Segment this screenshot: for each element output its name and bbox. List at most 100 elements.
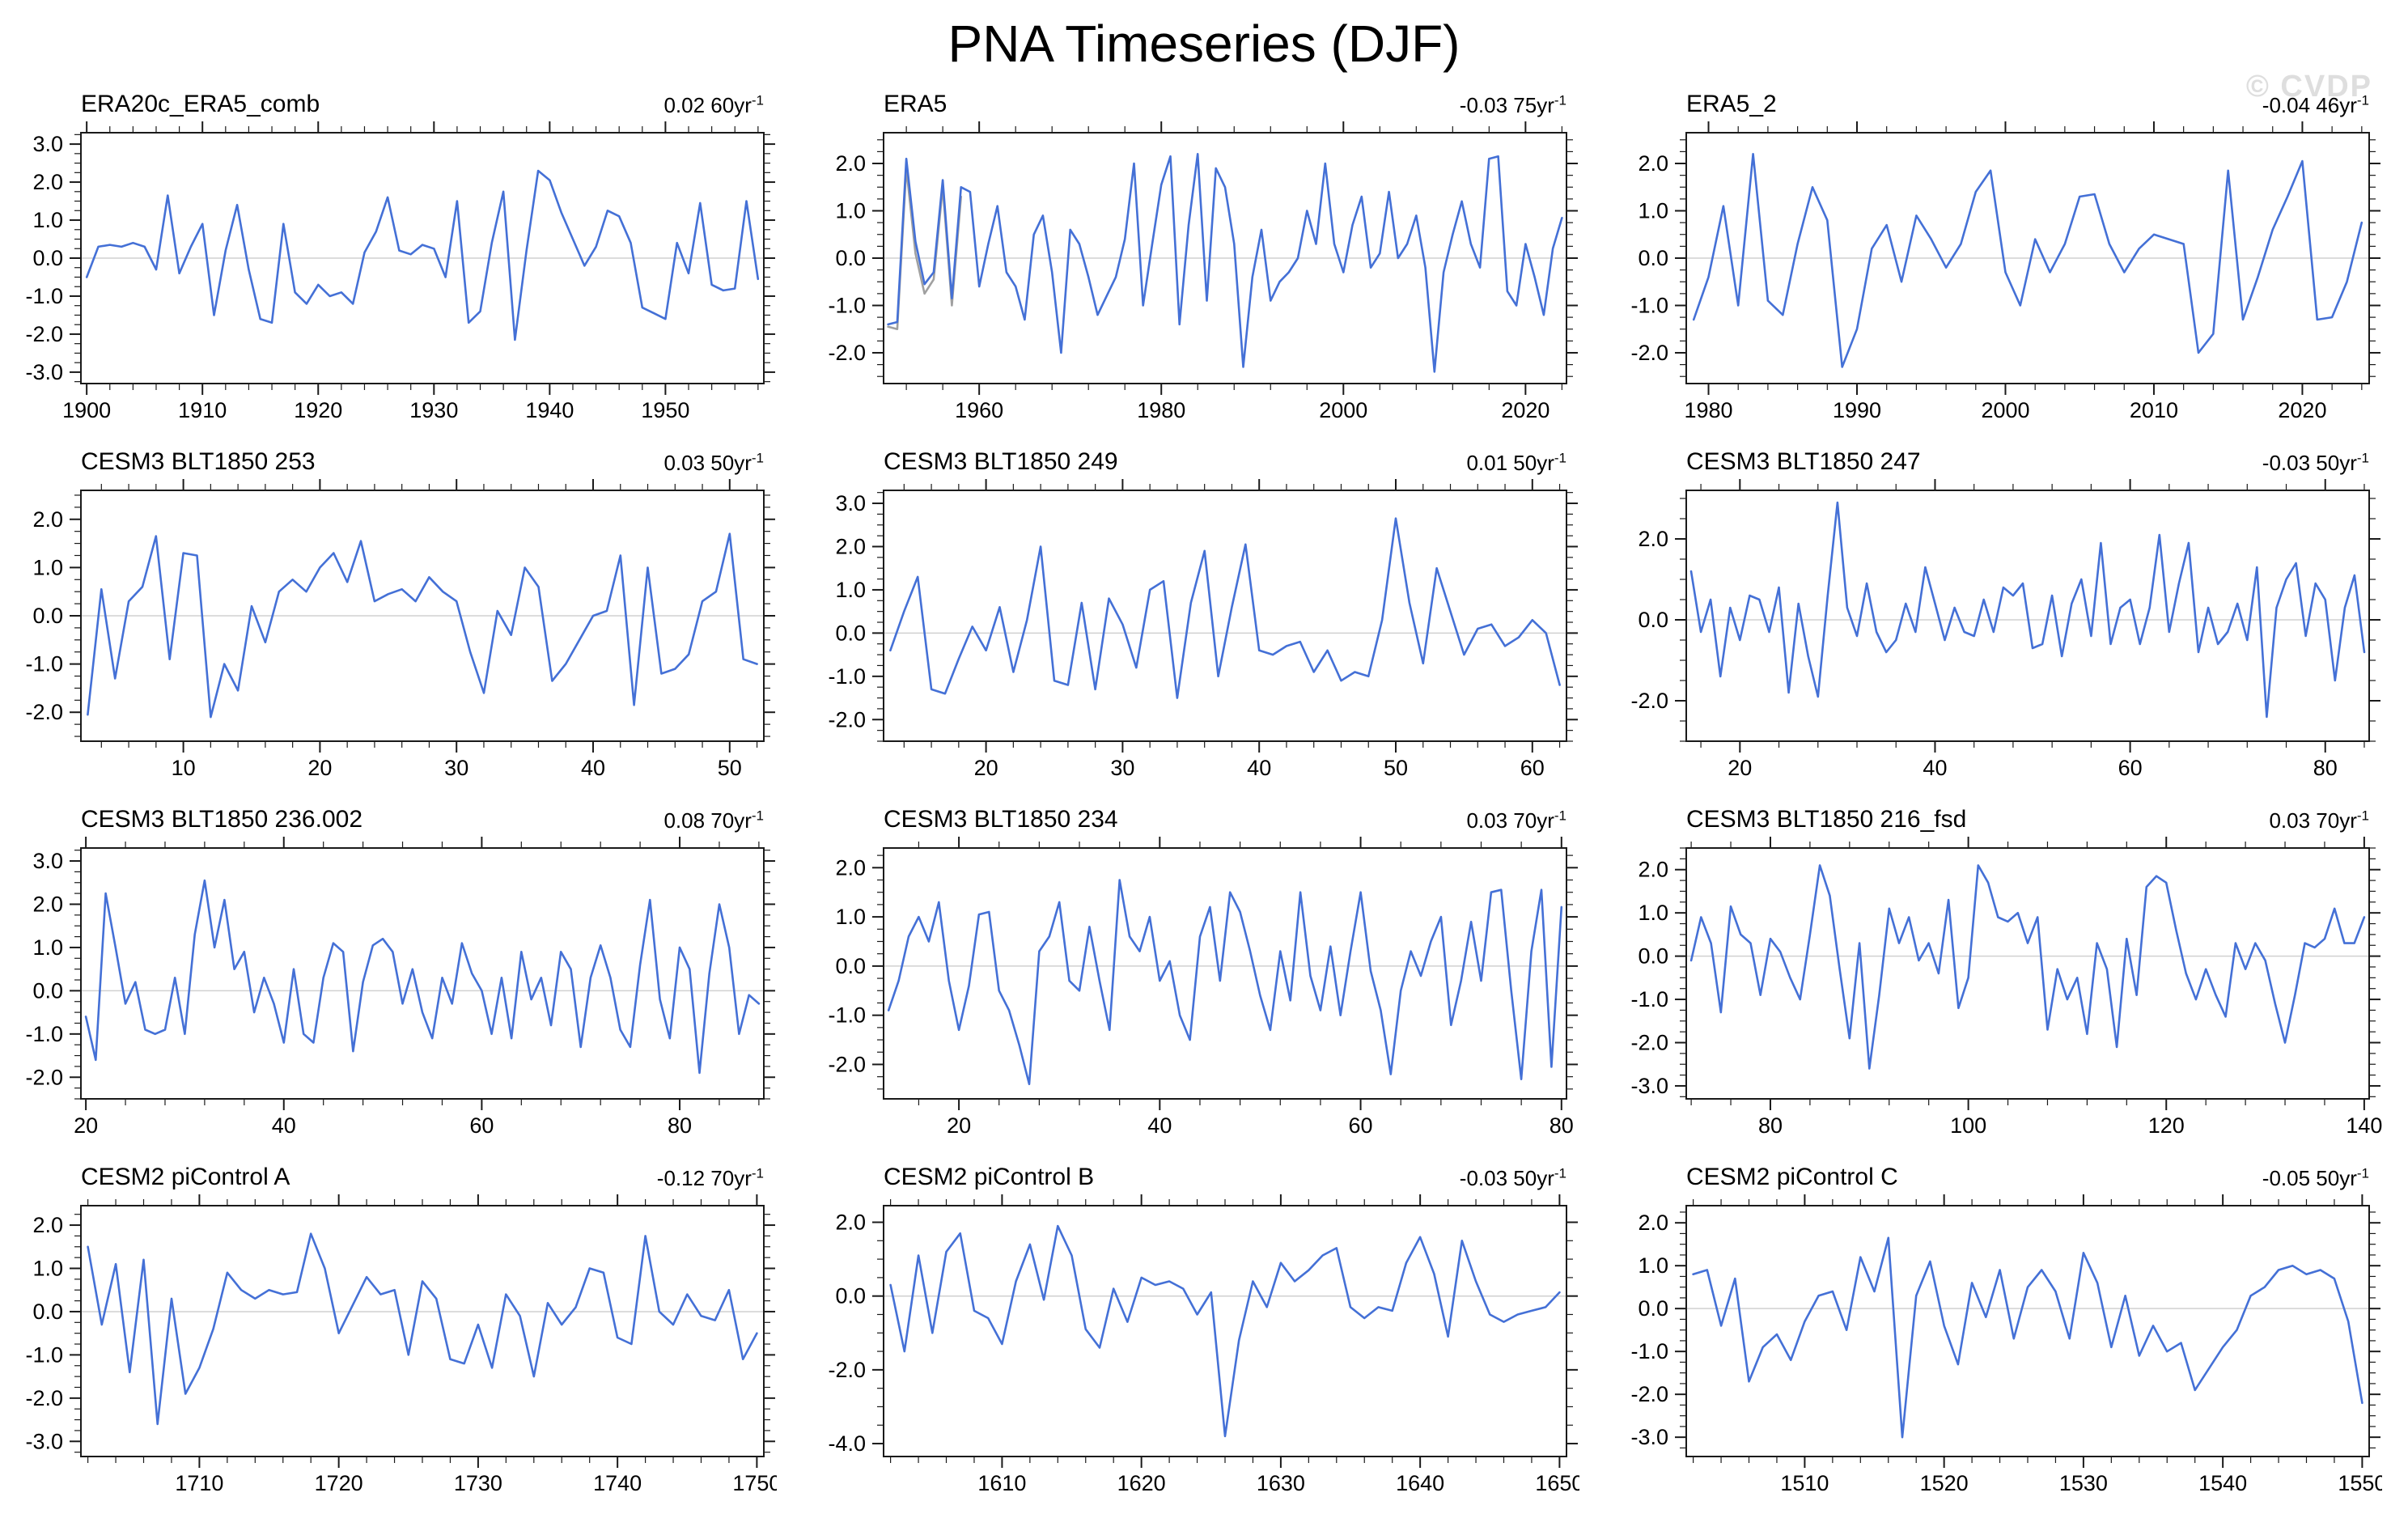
x-tick-label: 40 <box>1247 756 1271 780</box>
x-tick-label: 10 <box>172 756 196 780</box>
y-tick-label: 0.0 <box>1638 1296 1668 1321</box>
trend-text: 0.03 70yr <box>1466 808 1554 833</box>
x-tick-label: 20 <box>947 1113 971 1138</box>
panel-title: CESM3 BLT1850 216_fsd <box>1686 806 1967 833</box>
trend-label: 0.03 70yr-1 <box>1466 808 1566 833</box>
y-tick-label: -3.0 <box>1630 1074 1668 1098</box>
y-tick-label: 0.0 <box>1638 944 1668 969</box>
trend-text: 0.02 60yr <box>663 93 752 117</box>
series-line <box>1689 864 2366 1070</box>
timeseries-panel: CESM3 BLT1850 236.002 0.08 70yr-1 20 40 60… <box>0 801 777 1159</box>
timeseries-chart: 20 40 60 80 2.0 0.0 -2.0 <box>1630 479 2380 780</box>
trend-exponent: -1 <box>2356 92 2369 108</box>
x-tick-label: 40 <box>581 756 605 780</box>
x-tick-label: 2000 <box>1319 398 1367 422</box>
trend-label: 0.03 70yr-1 <box>2269 808 2369 833</box>
x-tick-label: 100 <box>1950 1113 1986 1138</box>
trend-label: -0.03 50yr-1 <box>1460 1166 1566 1191</box>
x-tick-label: 80 <box>1758 1113 1783 1138</box>
timeseries-chart: 1710 1720 1730 1740 1750 2.0 1.0 0.0 -1.0 -2.0 -3.… <box>25 1194 777 1495</box>
y-tick-label: 2.0 <box>835 1211 866 1235</box>
x-tick-label: 1750 <box>732 1471 777 1495</box>
panel-header: CESM3 BLT1850 236.002 0.08 70yr-1 <box>0 801 777 835</box>
y-tick-label: -4.0 <box>828 1431 866 1456</box>
y-tick-label: 3.0 <box>32 849 63 873</box>
plot-box <box>1685 490 2370 742</box>
y-tick-label: -3.0 <box>25 1429 63 1453</box>
x-tick-label: 20 <box>307 756 332 780</box>
x-tick-label: 1610 <box>977 1471 1026 1495</box>
series-line <box>887 879 1563 1086</box>
x-tick-label: 1980 <box>1137 398 1185 422</box>
trend-label: -0.05 50yr-1 <box>2262 1166 2369 1191</box>
trend-text: 0.03 50yr <box>663 451 752 475</box>
x-tick-label: 1550 <box>2338 1471 2382 1495</box>
y-tick-label: -1.0 <box>25 1022 63 1046</box>
trend-exponent: -1 <box>1554 92 1566 108</box>
x-tick-label: 1710 <box>175 1471 223 1495</box>
x-tick-label: 1650 <box>1535 1471 1579 1495</box>
series-line <box>1692 152 2363 368</box>
panel-header: CESM2 piControl B -0.03 50yr-1 <box>803 1159 1579 1193</box>
y-tick-label: 2.0 <box>1638 858 1668 882</box>
x-tick-label: 2020 <box>2278 398 2326 422</box>
timeseries-panel: ERA5_2 -0.04 46yr-1 1980 1990 2000 2010 2020… <box>1605 86 2382 443</box>
panel-header: ERA5 -0.03 75yr-1 <box>803 86 1579 120</box>
x-tick-label: 50 <box>1384 756 1408 780</box>
series-line <box>1689 501 2366 719</box>
timeseries-chart: 1960 1980 2000 2020 2.0 1.0 0.0 -1.0 -2.0 <box>828 121 1578 422</box>
y-tick-label: 0.0 <box>1638 608 1668 632</box>
x-tick-label: 1520 <box>1920 1471 1969 1495</box>
y-tick-label: 1.0 <box>32 1257 63 1281</box>
y-tick-label: -1.0 <box>828 1003 866 1028</box>
y-tick-label: -2.0 <box>25 322 63 346</box>
y-tick-label: 0.0 <box>1638 246 1668 270</box>
timeseries-chart: 10 20 30 40 50 2.0 1.0 0.0 -1.0 -2.0 <box>25 479 775 780</box>
trend-text: -0.03 50yr <box>1459 1166 1554 1190</box>
trend-label: -0.04 46yr-1 <box>2262 93 2369 118</box>
panel-header: CESM3 BLT1850 247 -0.03 50yr-1 <box>1605 443 2382 477</box>
trend-label: 0.01 50yr-1 <box>1466 451 1566 476</box>
y-tick-label: -2.0 <box>828 341 866 365</box>
plot-box <box>883 847 1567 1100</box>
series-line <box>889 1224 1561 1438</box>
timeseries-panel: CESM3 BLT1850 247 -0.03 50yr-1 20 40 60 80 2… <box>1605 443 2382 801</box>
timeseries-panel: CESM2 piControl B -0.03 50yr-1 1610 1620 1… <box>803 1159 1579 1516</box>
timeseries-chart: 20 40 60 80 3.0 2.0 1.0 0.0 -1.0 -2.0 <box>25 837 775 1138</box>
x-tick-label: 1510 <box>1780 1471 1829 1495</box>
series-line <box>84 879 761 1075</box>
panel-title: CESM2 piControl C <box>1686 1164 1898 1190</box>
x-tick-label: 1950 <box>641 398 689 422</box>
panel-header: ERA20c_ERA5_comb 0.02 60yr-1 <box>0 86 777 120</box>
y-tick-label: -2.0 <box>828 707 866 731</box>
y-tick-label: -1.0 <box>1630 293 1668 317</box>
trend-exponent: -1 <box>751 92 764 108</box>
panel-title: ERA20c_ERA5_comb <box>81 91 320 117</box>
panel-title: CESM2 piControl B <box>884 1164 1095 1190</box>
series-line <box>87 1232 758 1426</box>
x-tick-label: 140 <box>2346 1113 2382 1138</box>
trend-exponent: -1 <box>751 450 764 466</box>
y-tick-label: 2.0 <box>32 170 63 194</box>
x-tick-label: 40 <box>272 1113 296 1138</box>
timeseries-panel: CESM2 piControl A -0.12 70yr-1 1710 1720 1… <box>0 1159 777 1516</box>
x-tick-label: 30 <box>1110 756 1134 780</box>
x-tick-label: 1960 <box>955 398 1003 422</box>
y-tick-label: 1.0 <box>32 555 63 579</box>
y-tick-label: 0.0 <box>32 1300 63 1324</box>
timeseries-panel: ERA20c_ERA5_comb 0.02 60yr-1 1900 1910 192… <box>0 86 777 443</box>
y-tick-label: -2.0 <box>1630 689 1668 713</box>
x-tick-label: 20 <box>974 756 998 780</box>
trend-label: 0.03 50yr-1 <box>663 451 764 476</box>
x-tick-label: 60 <box>1349 1113 1373 1138</box>
trend-exponent: -1 <box>2356 808 2369 824</box>
plot-box <box>80 1205 765 1457</box>
y-tick-label: 1.0 <box>835 199 866 223</box>
x-tick-label: 1980 <box>1684 398 1732 422</box>
x-tick-label: 1730 <box>454 1471 502 1495</box>
y-tick-label: -1.0 <box>25 1342 63 1367</box>
y-tick-label: 0.0 <box>835 1284 866 1308</box>
y-tick-label: 0.0 <box>835 246 866 270</box>
panel-title: CESM2 piControl A <box>81 1164 290 1190</box>
x-tick-label: 1540 <box>2198 1471 2247 1495</box>
